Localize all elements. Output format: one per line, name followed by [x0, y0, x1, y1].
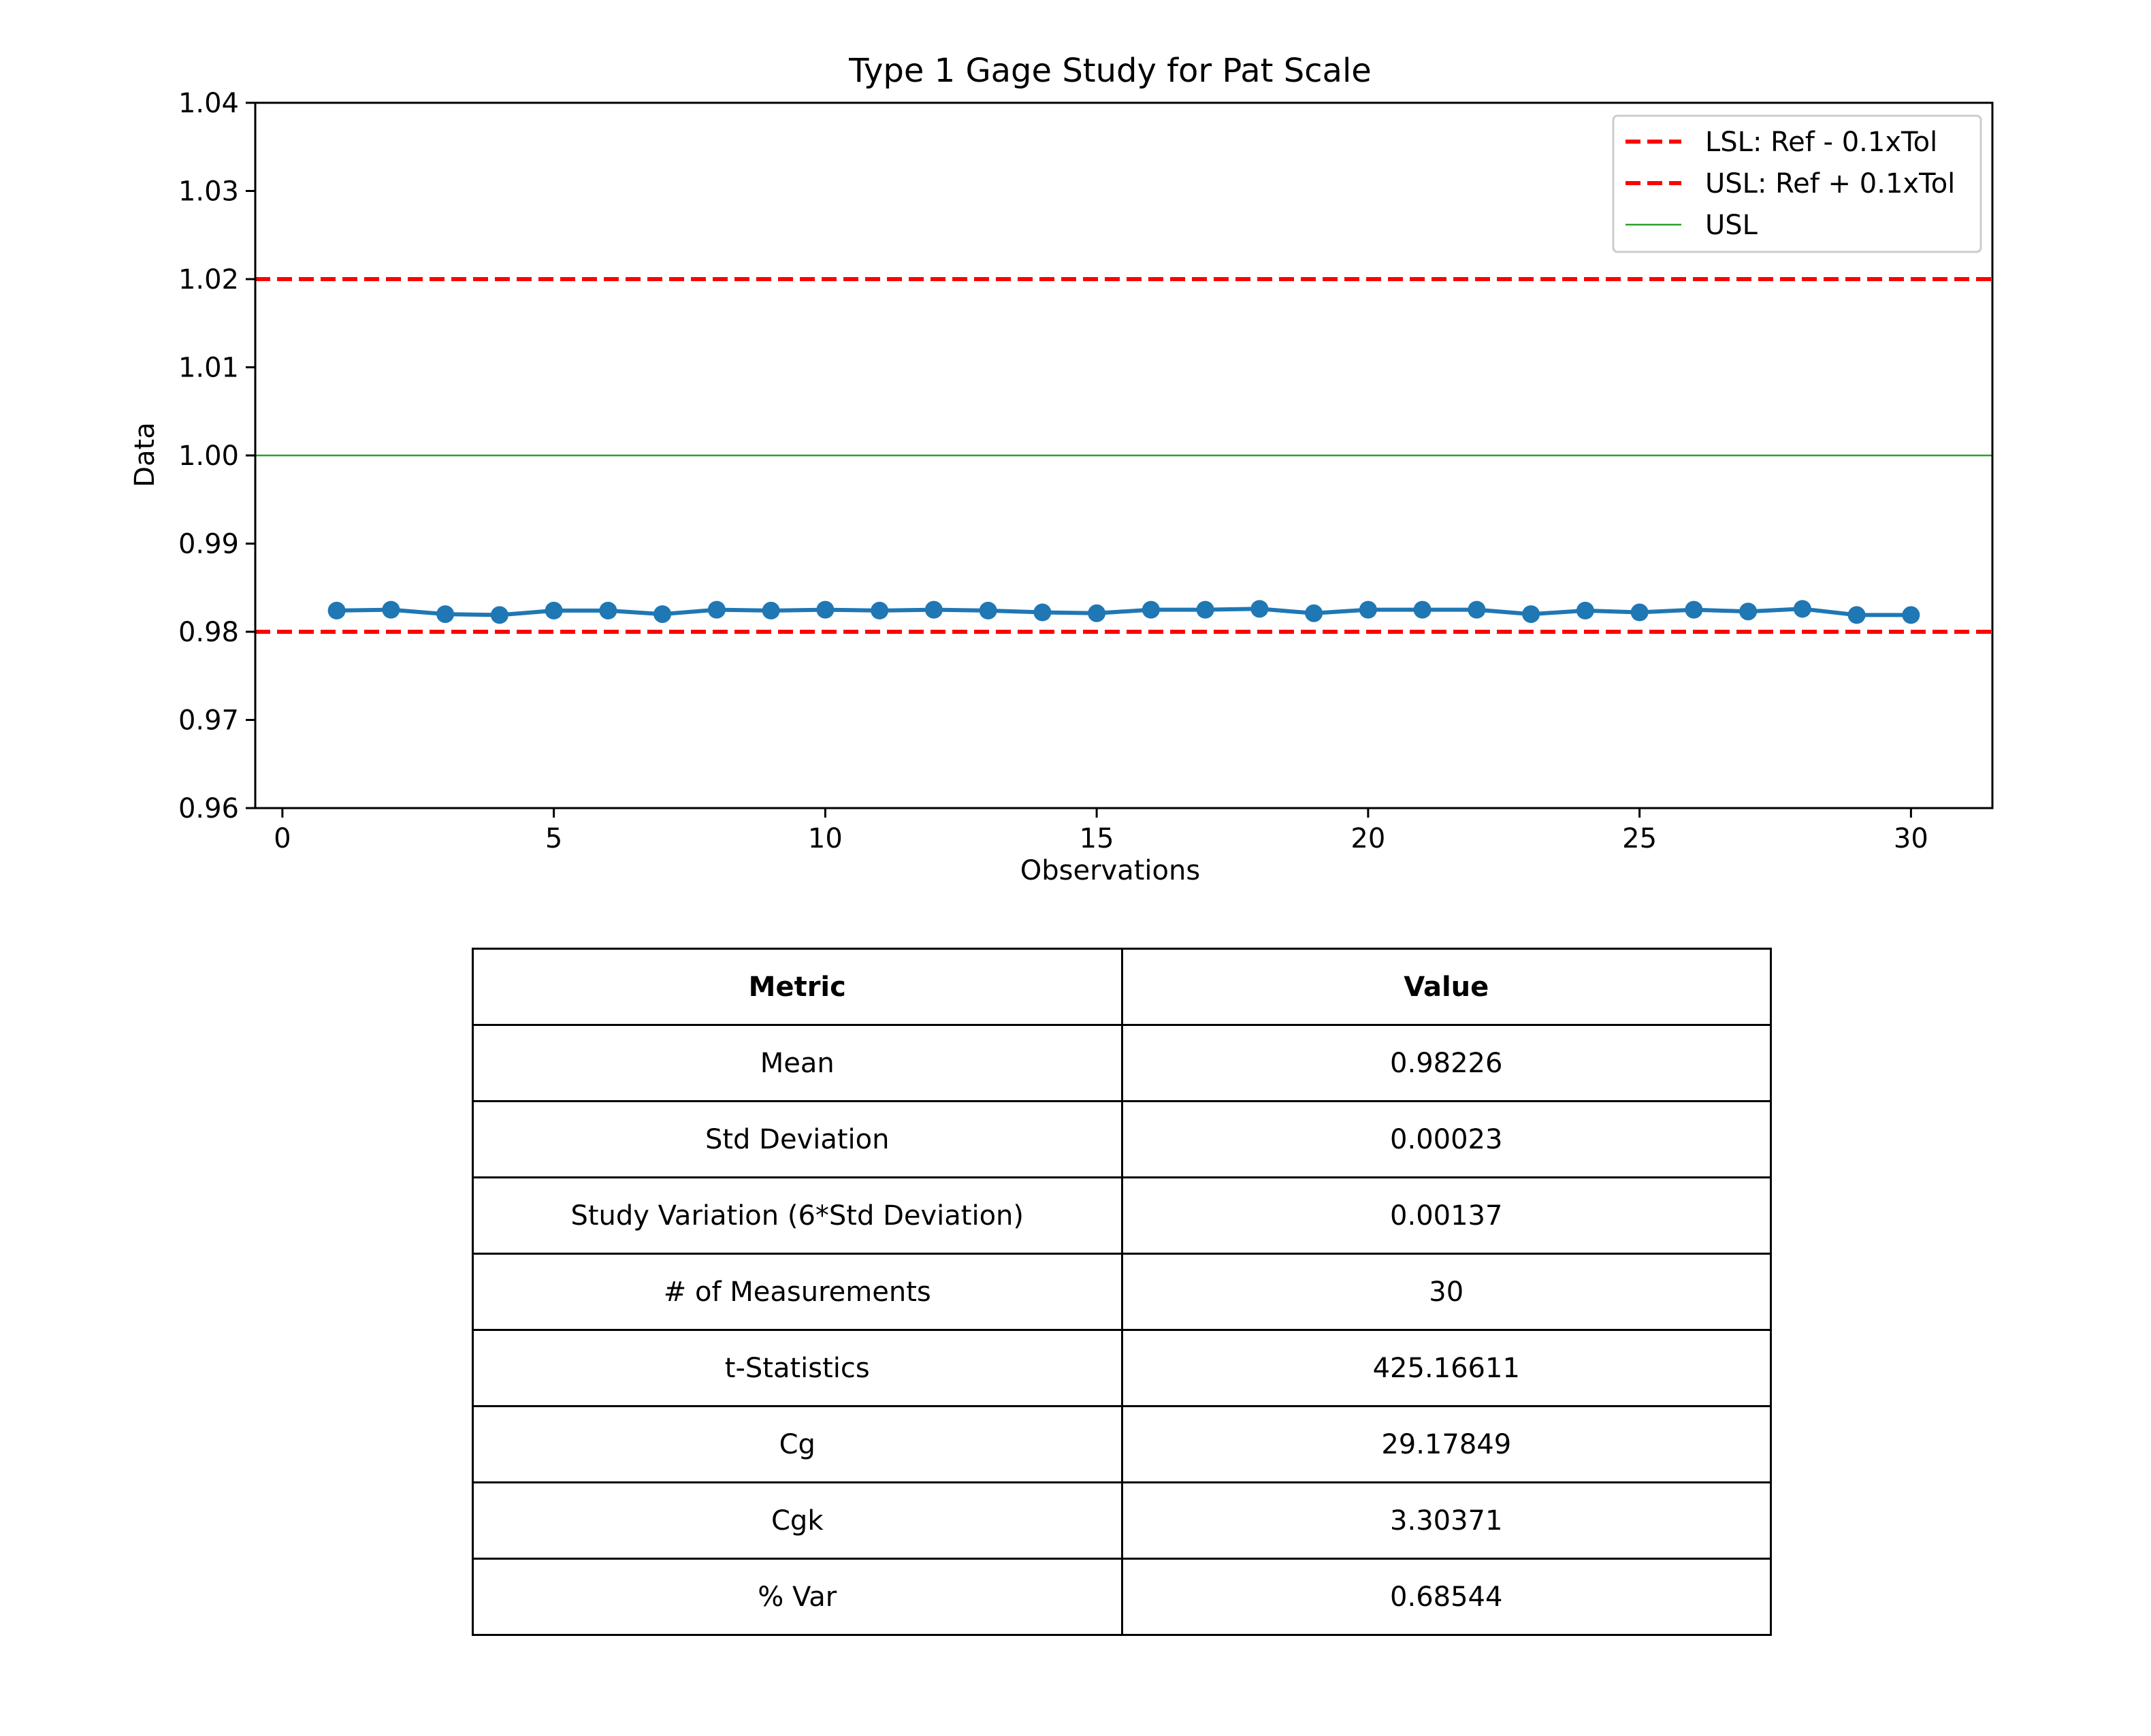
gage-study-chart: Type 1 Gage Study for Pat Scale 0 5 10 15 20…: [129, 52, 1994, 886]
data-point: [1847, 606, 1866, 624]
data-point: [490, 606, 508, 624]
data-point: [1359, 600, 1377, 619]
legend-label: USL: [1705, 210, 1758, 241]
data-point: [436, 605, 455, 624]
legend-box: [1612, 114, 1982, 253]
x-tick-label: 0: [274, 823, 291, 854]
data-point: [816, 600, 835, 619]
x-axis-label: Observations: [1020, 855, 1200, 886]
table-row: Study Variation (6*Std Deviation) 0.0013…: [472, 1176, 1772, 1255]
data-point: [1196, 600, 1214, 619]
data-point: [1142, 600, 1160, 619]
y-tick-label: 1.03: [178, 176, 239, 208]
data-point: [653, 605, 672, 624]
data-point: [1305, 604, 1323, 622]
metric-cell: % Var: [472, 1558, 1123, 1636]
data-point: [1413, 600, 1432, 619]
data-point: [1902, 606, 1920, 624]
metrics-table: Metric Value Mean 0.98226 Std Deviation …: [472, 948, 1772, 1636]
value-cell: 30: [1120, 1253, 1772, 1331]
value-cell: 0.00023: [1120, 1100, 1772, 1178]
data-point: [1739, 602, 1758, 621]
legend-label: USL: Ref + 0.1xTol: [1705, 168, 1955, 199]
metric-cell: Study Variation (6*Std Deviation): [472, 1176, 1123, 1255]
value-cell: 425.16611: [1120, 1329, 1772, 1407]
legend-label: LSL: Ref - 0.1xTol: [1705, 127, 1937, 158]
data-point: [924, 600, 943, 619]
x-tick-label: 30: [1894, 823, 1928, 854]
data-point: [1576, 601, 1594, 620]
y-tick-label: 1.01: [178, 353, 239, 384]
data-point: [327, 601, 346, 620]
value-cell: 0.00137: [1120, 1176, 1772, 1255]
header-value: Value: [1120, 948, 1772, 1026]
data-point: [1630, 603, 1649, 622]
y-axis-label: Data: [129, 422, 161, 487]
value-cell: 3.30371: [1120, 1481, 1772, 1560]
data-point: [1088, 604, 1106, 622]
data-point: [1250, 600, 1269, 618]
y-tick-label: 0.97: [178, 705, 239, 737]
y-tick-label: 0.99: [178, 529, 239, 560]
data-point: [762, 601, 780, 620]
x-tick-label: 25: [1622, 823, 1657, 854]
data-point: [871, 601, 889, 620]
y-tick-label: 1.04: [178, 88, 239, 119]
metric-cell: # of Measurements: [472, 1253, 1123, 1331]
metric-cell: t-Statistics: [472, 1329, 1123, 1407]
y-tick-label: 1.00: [178, 440, 239, 472]
metric-cell: Cgk: [472, 1481, 1123, 1560]
metric-cell: Mean: [472, 1024, 1123, 1102]
data-point: [1685, 600, 1703, 619]
chart-title: Type 1 Gage Study for Pat Scale: [848, 52, 1372, 90]
table-row: Std Deviation 0.00023: [472, 1100, 1772, 1178]
data-point: [599, 601, 617, 620]
data-point: [1033, 603, 1052, 622]
table-row: % Var 0.68544: [472, 1558, 1772, 1636]
x-tick-label: 20: [1351, 823, 1385, 854]
data-point: [979, 601, 997, 620]
x-tick-label: 10: [808, 823, 843, 854]
table-row: # of Measurements 30: [472, 1253, 1772, 1331]
y-tick-label: 0.98: [178, 617, 239, 648]
data-point: [1522, 605, 1540, 624]
metric-cell: Cg: [472, 1405, 1123, 1483]
table-row: Mean 0.98226: [472, 1024, 1772, 1102]
value-cell: 0.68544: [1120, 1558, 1772, 1636]
header-metric: Metric: [472, 948, 1123, 1026]
data-point: [382, 600, 400, 619]
value-cell: 0.98226: [1120, 1024, 1772, 1102]
value-cell: 29.17849: [1120, 1405, 1772, 1483]
data-point: [707, 600, 726, 619]
data-point: [1468, 600, 1486, 619]
y-tick-label: 0.96: [178, 793, 239, 824]
metric-cell: Std Deviation: [472, 1100, 1123, 1178]
data-point: [1793, 600, 1811, 618]
table-header-row: Metric Value: [472, 948, 1772, 1026]
table-row: Cg 29.17849: [472, 1405, 1772, 1483]
plot-area: 0 5 10 15 20 25 30 0.96 0.97 0.98 0.99 1.00 1.01 1.02…: [178, 88, 1994, 854]
x-tick-label: 15: [1080, 823, 1114, 854]
legend: LSL: Ref - 0.1xTol USL: Ref + 0.1xTol USL: [1612, 114, 1982, 253]
table-row: t-Statistics 425.16611: [472, 1329, 1772, 1407]
table-row: Cgk 3.30371: [472, 1481, 1772, 1560]
series-line: [336, 607, 1911, 617]
x-tick-label: 5: [545, 823, 562, 854]
data-point: [545, 601, 563, 620]
y-tick-label: 1.02: [178, 264, 239, 295]
